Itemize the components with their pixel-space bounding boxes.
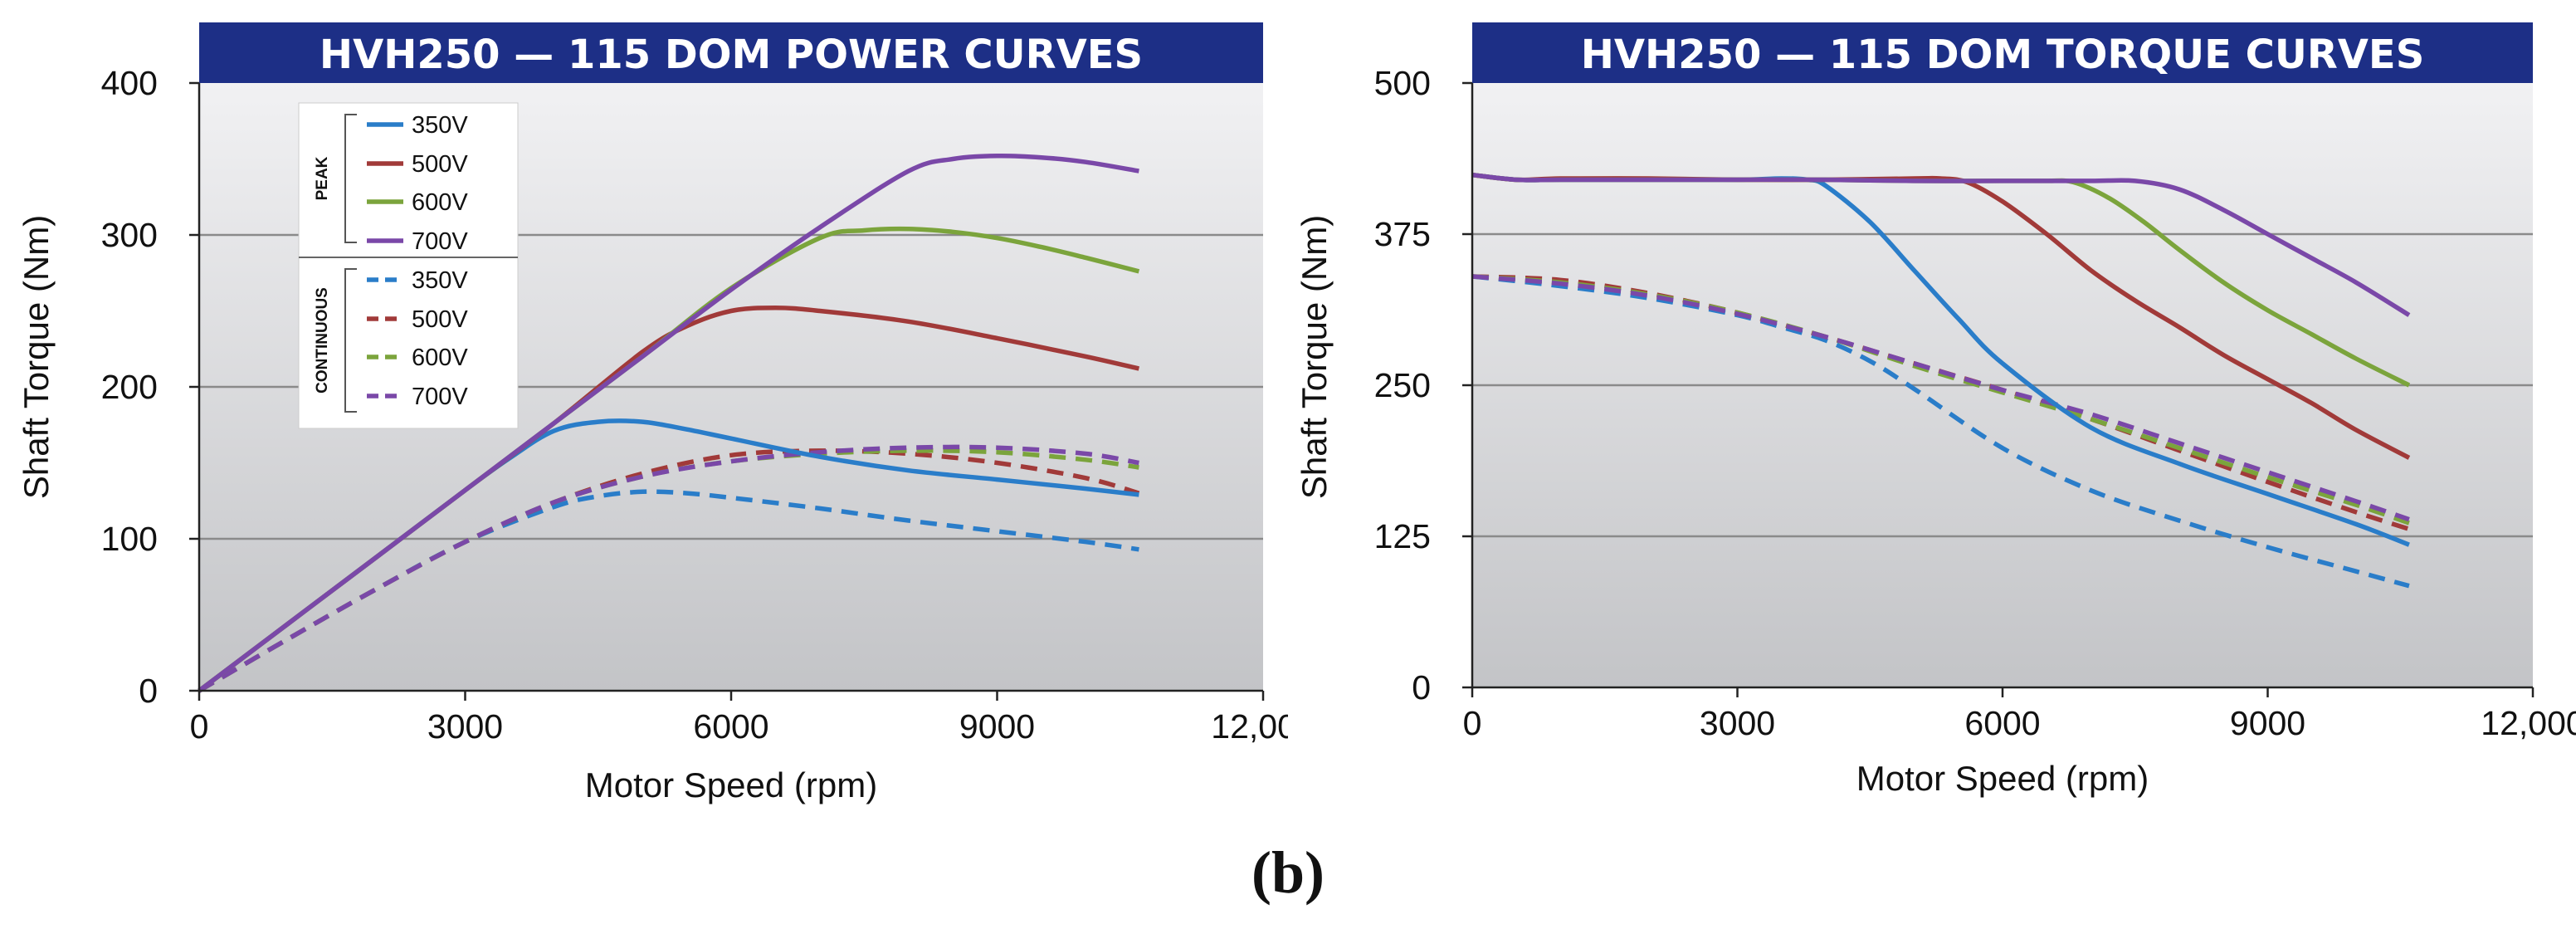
y-tick-label: 200: [101, 368, 158, 406]
legend-group-continuous: CONTINUOUS: [314, 287, 331, 394]
legend-label: 350V: [412, 267, 468, 294]
legend-label: 350V: [412, 112, 468, 139]
y-tick-label: 0: [139, 672, 158, 710]
tick-labels: 0 125 250 375 500 0 3000 6000 9000 12,000: [1374, 64, 2576, 742]
x-tick-label: 3000: [1700, 704, 1775, 742]
y-tick-label: 100: [101, 520, 158, 558]
power-curves-chart: 0 100 200 300 400 0 3000 6000 9000 12,000 HVH250 …: [17, 22, 1288, 804]
series-continuous-500v: [198, 448, 1140, 693]
tick-marks: [1462, 81, 2535, 697]
series-continuous-700v: [1471, 274, 2410, 522]
y-tick-label: 300: [101, 216, 158, 254]
x-axis-title: Motor Speed (rpm): [585, 765, 877, 804]
chart-title-bar: [1472, 22, 2533, 83]
tick-marks: [189, 81, 1265, 701]
series-continuous-700v: [198, 444, 1139, 693]
legend-group-peak: PEAK: [314, 156, 331, 200]
legend-label: 500V: [412, 151, 468, 178]
torque-curves-chart: 0 125 250 375 500 0 3000 6000 9000 12,000 HVH250 …: [1295, 22, 2576, 798]
x-axis-title: Motor Speed (rpm): [1856, 759, 2149, 798]
panel-label: (b): [1251, 839, 1325, 906]
legend-box: [298, 102, 519, 429]
x-tick-label: 12,000: [1211, 707, 1288, 746]
y-tick-label: 250: [1374, 366, 1431, 404]
legend: PEAK CONTINUOUS 350V 500V 600V 700V 350V 500V…: [298, 102, 519, 429]
x-tick-label: 12,000: [2481, 704, 2576, 742]
x-tick-label: 3000: [427, 707, 503, 746]
series-peak-700v: [1471, 172, 2411, 317]
x-tick-label: 9000: [959, 707, 1035, 746]
legend-peak-bracket: [344, 114, 357, 243]
chart-title-bar: [199, 22, 1263, 83]
x-tick-label: 0: [1463, 704, 1482, 742]
gridlines: [1472, 232, 2533, 538]
legend-label: 700V: [412, 228, 468, 255]
x-tick-label: 6000: [1964, 704, 2040, 742]
y-tick-label: 125: [1374, 517, 1431, 555]
tick-labels: 0 100 200 300 400 0 3000 6000 9000 12,000: [101, 64, 1288, 746]
chart-title: HVH250 — 115 DOM POWER CURVES: [320, 32, 1143, 78]
legend-entries: 350V 500V 600V 700V 350V 500V 600V 700V: [367, 112, 468, 410]
legend-label: 500V: [412, 306, 468, 333]
series-continuous-600v: [198, 448, 1139, 693]
series-peak-700v: [198, 153, 1139, 693]
y-tick-label: 500: [1374, 64, 1431, 102]
legend-label: 700V: [412, 384, 468, 410]
series-continuous-350v: [1471, 274, 2410, 589]
x-tick-label: 6000: [693, 707, 768, 746]
y-tick-label: 0: [1412, 668, 1431, 707]
series-layer: [198, 153, 1140, 693]
x-tick-label: 9000: [2230, 704, 2305, 742]
y-axis-title: Shaft Torque (Nm): [17, 215, 56, 499]
y-tick-label: 400: [101, 64, 158, 102]
legend-continuous-bracket: [344, 268, 357, 413]
chart-title: HVH250 — 115 DOM TORQUE CURVES: [1581, 32, 2425, 78]
series-layer: [1471, 172, 2411, 589]
legend-label: 600V: [412, 189, 468, 216]
y-tick-label: 375: [1374, 215, 1431, 253]
y-axis-title: Shaft Torque (Nm): [1295, 215, 1334, 499]
legend-label: 600V: [412, 345, 468, 371]
x-tick-label: 0: [190, 707, 209, 746]
